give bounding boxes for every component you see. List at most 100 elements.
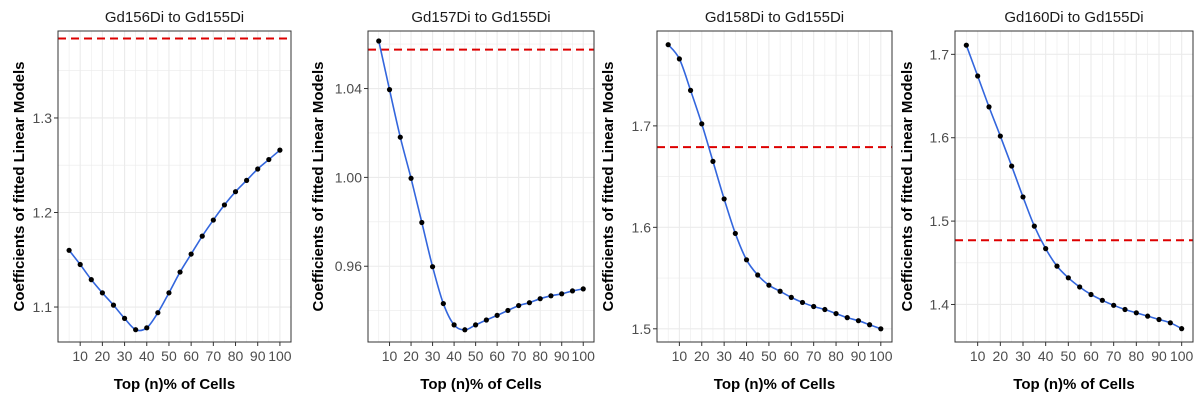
data-point xyxy=(878,326,884,332)
x-tick-label: 30 xyxy=(1015,348,1031,364)
x-axis-title: Top (n)% of Cells xyxy=(114,376,235,393)
data-point xyxy=(811,303,817,310)
data-point xyxy=(580,286,586,292)
data-point xyxy=(473,322,479,328)
data-point xyxy=(537,296,543,302)
x-tick-label: 20 xyxy=(993,348,1009,364)
data-point xyxy=(1043,246,1049,252)
data-point xyxy=(1099,297,1105,303)
data-point xyxy=(188,251,194,257)
x-tick-label: 40 xyxy=(446,348,462,364)
data-point xyxy=(710,158,716,164)
data-point xyxy=(505,307,511,314)
data-point xyxy=(244,177,250,183)
x-tick-label: 90 xyxy=(1151,348,1167,364)
data-point xyxy=(277,147,283,153)
x-tick-label: 60 xyxy=(1083,348,1099,364)
chart-panel-4: 10 20 30 40 50 60 70 80 90 100 1.4 1.5 1.6 1.7 Gd160Di… xyxy=(899,9,1194,393)
x-tick-label: 10 xyxy=(72,348,88,364)
data-point xyxy=(1020,194,1026,200)
data-point xyxy=(99,290,105,296)
data-point xyxy=(408,175,414,181)
grid-lines xyxy=(657,31,892,342)
data-point xyxy=(419,219,425,226)
data-point xyxy=(232,189,239,195)
panel-border xyxy=(57,30,292,343)
data-point xyxy=(66,247,72,253)
data-point xyxy=(451,322,457,328)
panel-border xyxy=(656,30,893,343)
data-point xyxy=(755,272,761,278)
data-points xyxy=(376,38,586,333)
x-tick-label: 80 xyxy=(1129,348,1145,364)
y-axis-title: Coefficients of fitted Linear Models xyxy=(899,61,916,311)
data-point xyxy=(855,318,862,324)
data-point xyxy=(867,322,873,328)
y-tick-label: 0.96 xyxy=(335,258,362,274)
data-point xyxy=(177,269,183,275)
data-point xyxy=(429,264,436,270)
data-point xyxy=(386,87,393,93)
data-point xyxy=(1009,163,1015,169)
x-tick-label: 30 xyxy=(716,348,732,364)
data-point xyxy=(732,230,738,237)
y-axis-title: Coefficients of fitted Linear Models xyxy=(11,61,28,311)
y-tick-label: 1.5 xyxy=(632,321,652,337)
data-point xyxy=(975,73,981,79)
grid-lines xyxy=(58,31,291,342)
data-point xyxy=(494,312,500,318)
y-tick-label: 1.7 xyxy=(632,118,652,134)
data-point xyxy=(255,166,261,172)
x-tick-label: 40 xyxy=(1038,348,1054,364)
x-axis-title: Top (n)% of Cells xyxy=(1013,376,1134,393)
data-point xyxy=(963,42,969,48)
data-point xyxy=(721,196,727,202)
data-point xyxy=(483,317,489,323)
y-tick-label: 1.5 xyxy=(930,213,950,229)
data-point xyxy=(110,302,117,308)
y-tick-label: 1.7 xyxy=(930,46,950,62)
data-point xyxy=(199,233,205,239)
x-tick-label: 100 xyxy=(869,348,893,364)
data-point xyxy=(665,42,671,48)
x-tick-label: 50 xyxy=(1061,348,1077,364)
y-axis-title: Coefficients of fitted Linear Models xyxy=(600,61,617,311)
plot-area xyxy=(955,31,1193,342)
x-tick-label: 30 xyxy=(425,348,441,364)
x-tick-label: 90 xyxy=(554,348,570,364)
y-tick-label: 1.4 xyxy=(930,296,950,312)
chart-title: Gd160Di to Gd155Di xyxy=(1004,9,1143,26)
data-point xyxy=(548,293,554,299)
data-point xyxy=(1122,306,1128,313)
x-tick-label: 40 xyxy=(139,348,155,364)
data-point xyxy=(569,288,576,294)
plot-area xyxy=(58,31,291,342)
x-axis-title: Top (n)% of Cells xyxy=(714,376,835,393)
grid-lines xyxy=(368,31,594,342)
x-tick-label: 70 xyxy=(1106,348,1122,364)
y-tick-label: 1.6 xyxy=(930,130,950,146)
data-point xyxy=(376,38,382,44)
x-tick-label: 20 xyxy=(403,348,419,364)
panel-border xyxy=(954,30,1194,343)
x-tick-label: 10 xyxy=(672,348,688,364)
y-axis-title: Coefficients of fitted Linear Models xyxy=(310,61,327,311)
data-point xyxy=(1167,320,1173,326)
panel-border xyxy=(367,30,595,343)
data-point xyxy=(844,315,850,321)
data-point xyxy=(1145,313,1151,319)
x-tick-label: 80 xyxy=(228,348,244,364)
data-point xyxy=(766,282,772,288)
data-point xyxy=(210,217,216,223)
data-point xyxy=(462,327,468,333)
data-point xyxy=(676,56,682,62)
chart-panel-2: 10 20 30 40 50 60 70 80 90 100 0.96 1.00 1.04 Gd157Di… xyxy=(310,9,595,393)
y-tick-label: 1.04 xyxy=(335,81,362,97)
data-points xyxy=(963,42,1185,332)
data-point xyxy=(777,288,783,294)
grid-lines xyxy=(955,31,1193,342)
plot-area xyxy=(657,31,892,342)
data-point xyxy=(266,156,272,163)
data-point xyxy=(1054,263,1060,269)
